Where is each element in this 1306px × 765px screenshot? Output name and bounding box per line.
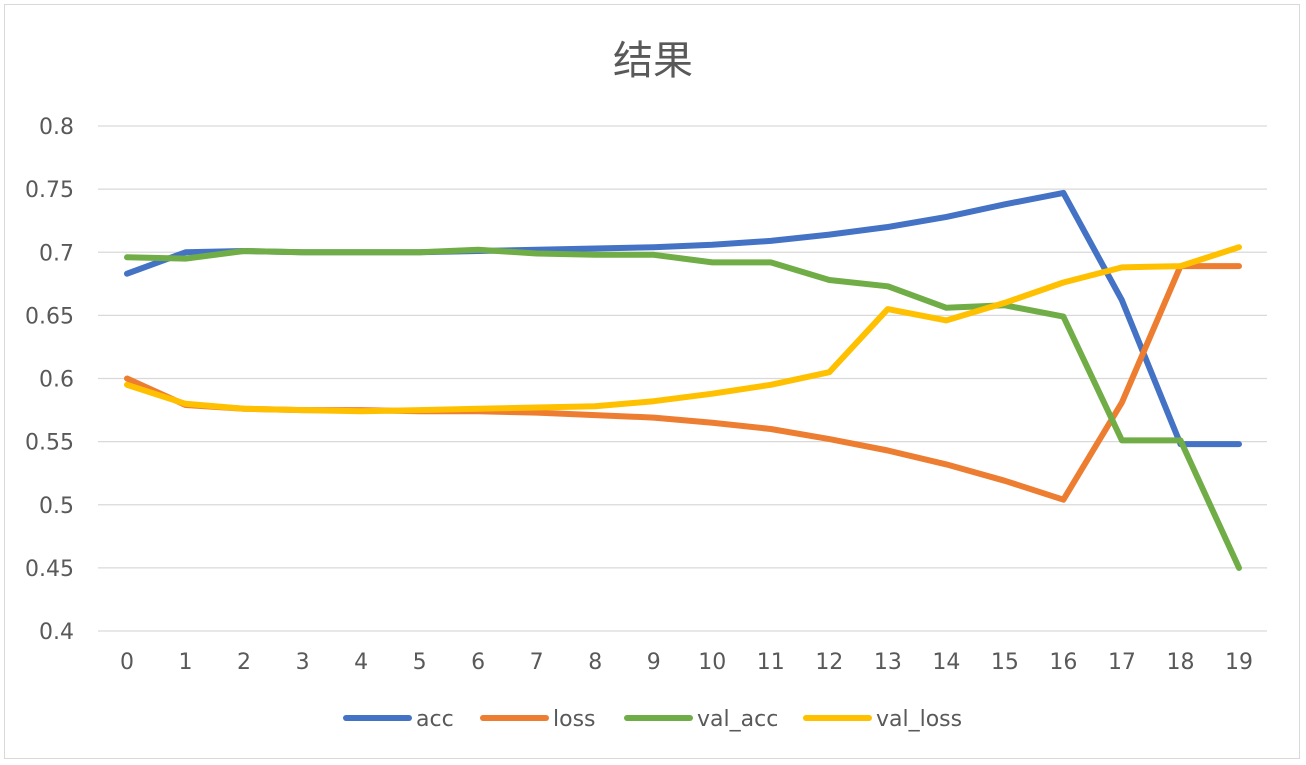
legend: acc loss val_acc val_loss <box>343 707 962 732</box>
legend-label-val_acc: val_acc <box>697 707 778 732</box>
gridlines <box>98 125 1267 632</box>
y-tick-label: 0.45 <box>25 557 74 582</box>
x-tick-label: 12 <box>815 650 843 675</box>
x-tick-label: 6 <box>471 650 485 675</box>
y-tick-label: 0.75 <box>25 178 74 203</box>
x-tick-label: 4 <box>354 650 368 675</box>
x-tick-label: 13 <box>874 650 902 675</box>
legend-label-val_loss: val_loss <box>876 707 962 732</box>
x-axis-tick-labels: 0 1 2 3 4 5 6 7 8 9 10 11 12 13 14 15 16 17 18 19 <box>120 650 1253 675</box>
x-tick-label: 17 <box>1108 650 1136 675</box>
x-tick-label: 2 <box>237 650 251 675</box>
chart-frame <box>4 4 1300 759</box>
x-tick-label: 19 <box>1225 650 1253 675</box>
series-lines <box>124 189 1242 571</box>
legend-label-acc: acc <box>416 707 454 732</box>
x-tick-label: 16 <box>1049 650 1077 675</box>
x-tick-label: 18 <box>1166 650 1194 675</box>
y-tick-label: 0.7 <box>39 241 74 266</box>
x-tick-label: 3 <box>296 650 310 675</box>
series-line-val_acc <box>124 246 1242 571</box>
y-tick-label: 0.8 <box>39 115 74 140</box>
x-tick-label: 9 <box>647 650 661 675</box>
x-tick-label: 7 <box>530 650 544 675</box>
legend-label-loss: loss <box>553 707 596 732</box>
series-line-loss <box>124 263 1242 503</box>
y-tick-label: 0.6 <box>39 368 74 393</box>
x-tick-label: 15 <box>991 650 1019 675</box>
x-tick-label: 5 <box>413 650 427 675</box>
x-tick-label: 0 <box>120 650 134 675</box>
y-axis-tick-labels: 0.4 0.45 0.5 0.55 0.6 0.65 0.7 0.75 0.8 <box>25 115 74 645</box>
y-tick-label: 0.55 <box>25 431 74 456</box>
y-tick-label: 0.65 <box>25 304 74 329</box>
y-tick-label: 0.4 <box>39 620 74 645</box>
y-tick-label: 0.5 <box>39 494 74 519</box>
series-line-val_loss <box>124 244 1242 415</box>
x-tick-label: 14 <box>932 650 960 675</box>
series-line-acc <box>124 189 1242 448</box>
x-tick-label: 11 <box>757 650 785 675</box>
x-tick-label: 1 <box>179 650 193 675</box>
x-tick-label: 8 <box>588 650 602 675</box>
x-tick-label: 10 <box>698 650 726 675</box>
chart-title: 结果 <box>613 38 693 84</box>
